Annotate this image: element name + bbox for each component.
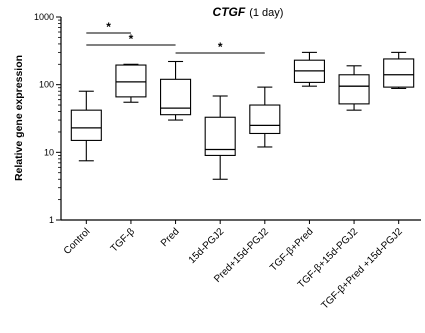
y-axis-label: Relative gene expression <box>13 55 25 181</box>
box-iqr <box>115 64 147 98</box>
category-label: 15d-PGJ2 <box>187 226 227 266</box>
chart-title-sub: (1 day) <box>249 7 283 19</box>
y-tick-label: 100 <box>39 80 54 90</box>
category-label: Control <box>62 226 93 257</box>
y-tick-label: 10 <box>44 147 54 157</box>
box-iqr <box>249 104 281 135</box>
axes <box>60 17 421 221</box>
significance-marker: * <box>218 40 223 54</box>
chart-title: CTGF (1 day) <box>213 5 284 19</box>
boxes <box>70 51 415 180</box>
y-ticks: 1 10 100 1000 <box>34 12 61 225</box>
category-labels: Control TGF-β Pred 15d-PGJ2Pred+15d-PGJ2TGF… <box>62 220 405 312</box>
category-label: Pred <box>159 226 182 249</box>
y-tick-label: 1 <box>49 215 54 225</box>
box-iqr <box>383 58 415 88</box>
significance-marker: * <box>129 32 134 46</box>
significance-marker: * <box>106 20 111 34</box>
category-label: TGF-β+Pred +15d-PGJ2 <box>319 226 405 312</box>
box-iqr <box>70 109 102 141</box>
chart-title-main: CTGF <box>213 5 246 19</box>
y-tick-label: 1000 <box>34 12 54 22</box>
box-iqr <box>338 74 370 105</box>
category-label: TGF-β <box>109 226 138 255</box>
category-label: TGF-β+Pred <box>268 226 315 273</box>
significance-brackets: * * * <box>86 20 265 54</box>
box-iqr <box>160 78 192 116</box>
